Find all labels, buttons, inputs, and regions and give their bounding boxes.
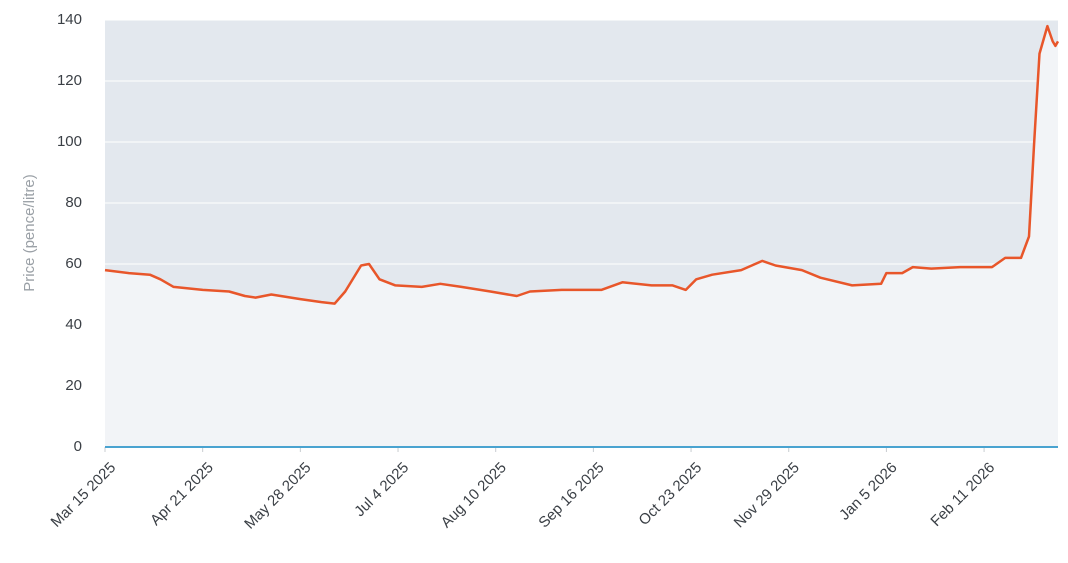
line (104, 24, 1060, 305)
y-tick-label: 80 (65, 194, 82, 211)
y-tick-label: 140 (57, 11, 82, 28)
x-tick-label: Apr 21 2025 (147, 459, 217, 529)
x-tick-label: Aug 10 2025 (438, 459, 510, 531)
x-tick-label: May 28 2025 (241, 459, 314, 532)
x-tick-label: Oct 23 2025 (635, 459, 705, 529)
x-tick-label: Jul 4 2025 (351, 459, 412, 520)
y-tick-label: 60 (65, 255, 82, 272)
y-tick-label: 100 (57, 133, 82, 150)
area (105, 26, 1058, 447)
y-tick-label: 120 (57, 72, 82, 89)
x-tick-label: Jan 5 2026 (836, 459, 901, 524)
x-tick-label: Nov 29 2025 (731, 459, 803, 531)
y-tick-label: 40 (65, 316, 82, 333)
y-tick-label: 0 (74, 438, 82, 455)
x-tick-label: Sep 16 2025 (535, 459, 607, 531)
x-tick-label: Feb 11 2026 (927, 459, 998, 530)
y-tick-label: 20 (65, 377, 82, 394)
x-tick-label: Mar 15 2025 (48, 459, 120, 531)
y-axis-label: Price (pence/litre) (21, 174, 38, 292)
